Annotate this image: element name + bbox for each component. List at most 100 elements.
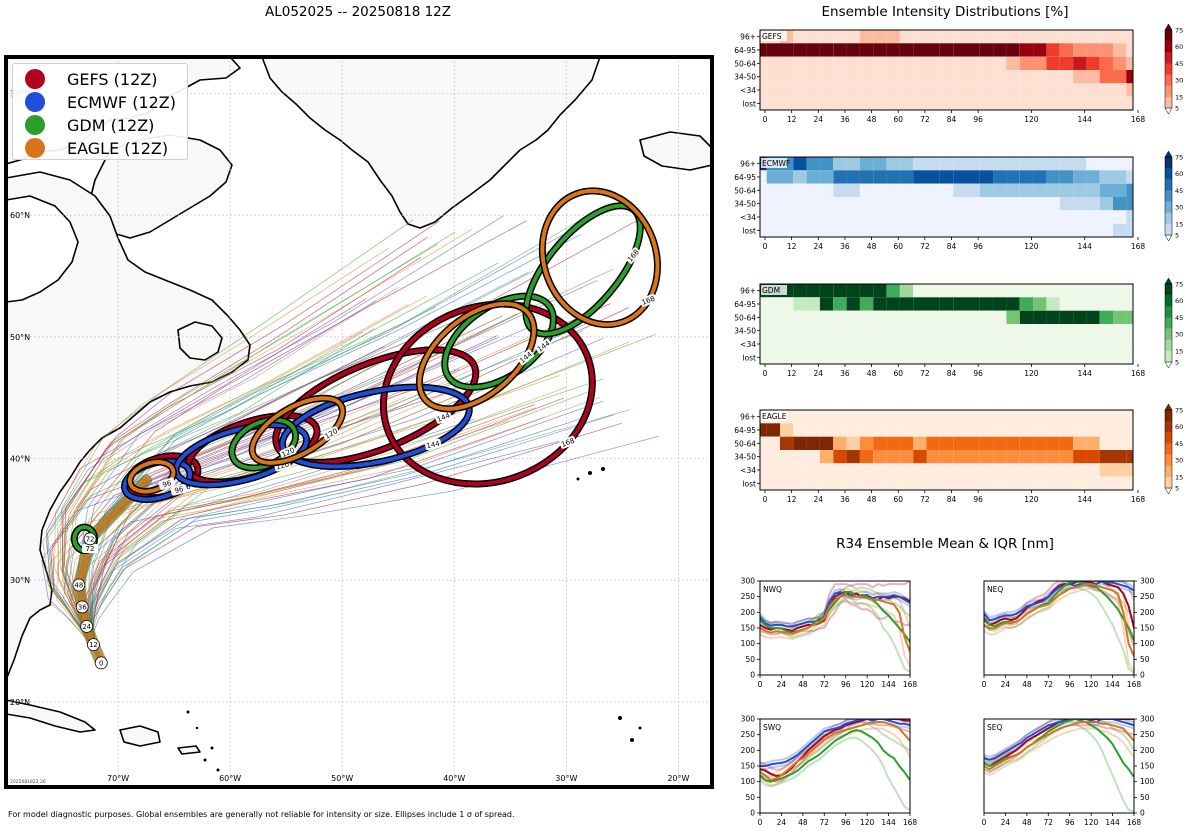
heatmap-cell xyxy=(819,423,834,437)
heatmap-cell xyxy=(953,183,967,197)
heatmap-cell xyxy=(886,350,900,364)
heatmap-cell xyxy=(1126,337,1133,351)
heatmap-cell xyxy=(1059,223,1073,237)
heatmap-cell xyxy=(819,197,834,211)
heatmap-cell xyxy=(873,324,887,338)
heatmap-cell xyxy=(846,157,860,171)
heatmap-cell xyxy=(899,70,914,84)
heatmap-cell xyxy=(953,476,967,490)
colorbar-tick: 75 xyxy=(1175,154,1183,162)
colorbar-min-arrow xyxy=(1164,361,1173,369)
heatmap-cell xyxy=(1006,436,1020,450)
heatmap-cell xyxy=(993,476,1007,490)
r34-y-tick: 150 xyxy=(741,624,756,633)
heatmap-cell xyxy=(926,436,940,450)
heatmap-cell xyxy=(1033,297,1047,311)
heatmap-cell xyxy=(1006,70,1020,84)
heatmap-x-tick: 96 xyxy=(973,495,983,504)
r34-x-tick: 120 xyxy=(1084,680,1099,689)
heatmap-cell xyxy=(1086,410,1100,424)
heatmap-cell xyxy=(806,450,820,464)
colorbar-max-arrow xyxy=(1164,23,1173,31)
heatmap-cell xyxy=(926,223,940,237)
heatmap-cell xyxy=(1113,96,1127,110)
heatmap-cell xyxy=(793,476,807,490)
heatmap-cell xyxy=(926,197,940,211)
heatmap-cell xyxy=(993,210,1007,224)
heatmap-cell xyxy=(1059,284,1073,298)
heatmap-cell xyxy=(1086,297,1100,311)
r34-title: R34 Ensemble Mean & IQR [nm] xyxy=(836,536,1054,552)
heatmap-x-tick: 168 xyxy=(1131,115,1146,124)
colorbar-segment xyxy=(1165,328,1172,340)
colorbar-tick: 45 xyxy=(1175,187,1183,195)
heatmap-cell xyxy=(966,450,980,464)
heatmap-cell xyxy=(899,197,914,211)
heatmap-cell xyxy=(1033,324,1047,338)
colorbar-tick: 5 xyxy=(1175,105,1179,113)
heatmap-cell xyxy=(780,450,794,464)
heatmap-cell xyxy=(993,337,1007,351)
colorbar-min-arrow xyxy=(1164,487,1173,495)
heatmap-cell xyxy=(1006,30,1020,44)
heatmap-cell xyxy=(926,297,940,311)
heatmap-cell xyxy=(953,43,967,57)
heatmap-cell xyxy=(966,463,980,477)
heatmap-cell xyxy=(1059,210,1073,224)
heatmap-cell xyxy=(926,183,940,197)
heatmap-cell xyxy=(793,310,807,324)
r34-x-tick: 48 xyxy=(1022,818,1032,827)
heatmap-cell xyxy=(979,223,994,237)
footnote: For model diagnostic purposes. Global en… xyxy=(8,810,515,819)
r34-iqr-gdm xyxy=(760,595,910,673)
hour-marker-circle xyxy=(72,578,86,592)
heatmap-cell xyxy=(873,183,887,197)
heatmap-cell xyxy=(1086,183,1100,197)
uncertainty-ellipses: 9612014416896120144721201441689612014416… xyxy=(70,187,661,554)
heatmap-cell xyxy=(819,30,834,44)
heatmap-cell xyxy=(966,423,980,437)
heatmap-cell xyxy=(806,310,820,324)
heatmap-cell xyxy=(979,83,994,97)
heatmap-x-tick: 60 xyxy=(893,495,903,504)
r34-mean-gefs xyxy=(984,581,1134,629)
r34-x-tick: 24 xyxy=(777,818,787,827)
heatmap-cell xyxy=(819,476,834,490)
heatmap-cell xyxy=(1086,96,1100,110)
heatmap-cell xyxy=(806,350,820,364)
greenland xyxy=(261,57,601,229)
colorbar-segment xyxy=(1165,63,1172,75)
heatmap-cell xyxy=(1046,436,1060,450)
heatmap-cell xyxy=(993,96,1007,110)
heatmap-cell xyxy=(966,337,980,351)
hour-marker-label: 48 xyxy=(74,582,83,590)
heatmap-cell xyxy=(833,30,847,44)
hour-marker-label: 12 xyxy=(89,641,98,649)
heatmap-cell xyxy=(793,96,807,110)
heatmap-cell xyxy=(846,410,860,424)
heatmap-cell xyxy=(1019,56,1034,70)
heatmap-cell xyxy=(1113,410,1127,424)
heatmap-frame xyxy=(759,409,1134,491)
r34-y-tick: 50 xyxy=(1140,793,1150,802)
heatmap-cell xyxy=(806,210,820,224)
heatmap-cell xyxy=(1019,157,1034,171)
heatmap-cell xyxy=(899,436,914,450)
heatmap-cell xyxy=(873,297,887,311)
heatmap-x-tick: 48 xyxy=(867,369,877,378)
heatmap-cell xyxy=(846,284,860,298)
heatmap-cell xyxy=(859,170,874,184)
heatmap-y-tick: 64-95 xyxy=(734,300,756,309)
heatmap-cell xyxy=(1086,463,1100,477)
heatmap-cell xyxy=(1099,324,1113,338)
heatmap-cell xyxy=(819,210,834,224)
ellipse-hour-bg xyxy=(434,410,452,424)
r34-x-tick: 72 xyxy=(820,818,830,827)
heatmap-cell xyxy=(859,476,874,490)
heatmap-cell xyxy=(939,324,954,338)
heatmap-cell xyxy=(780,96,794,110)
heatmap-cell xyxy=(1073,324,1087,338)
heatmap-cell xyxy=(1099,410,1113,424)
heatmap-cell xyxy=(899,450,914,464)
